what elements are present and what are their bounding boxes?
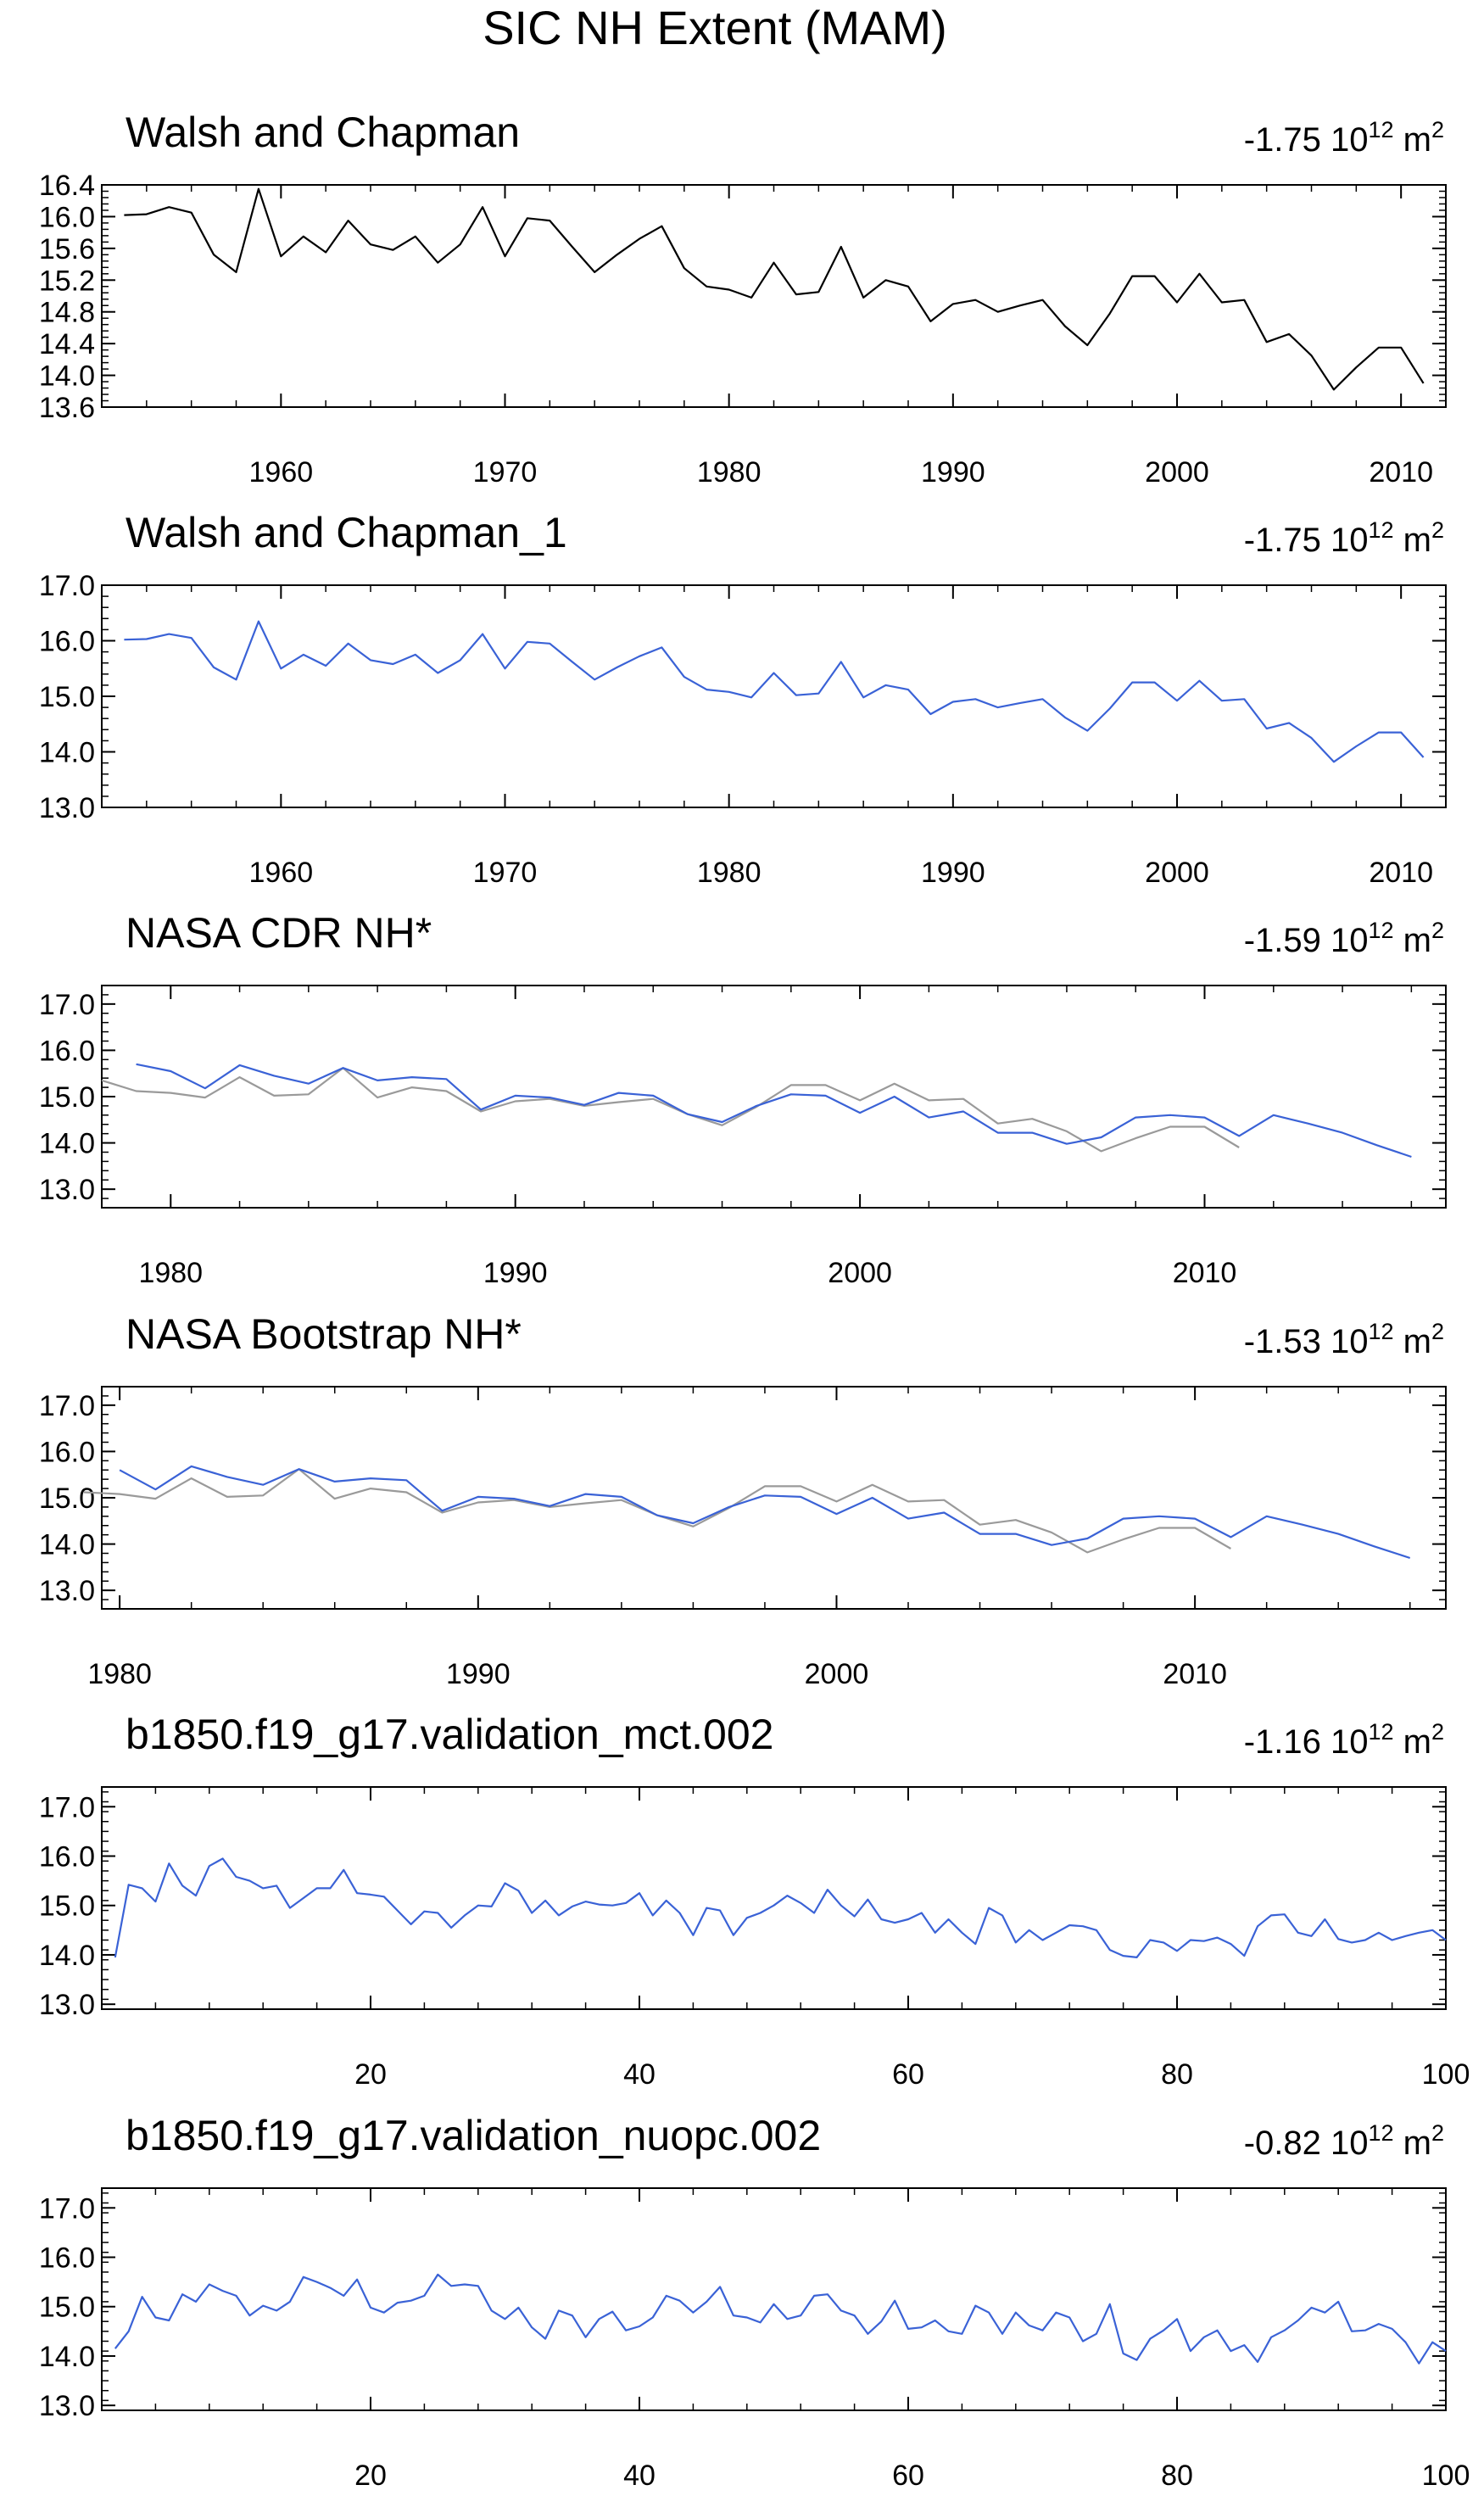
y-tick-label: 16.0 [39,201,95,233]
x-tick-label: 100 [1422,2058,1470,2091]
y-tick-label: 16.0 [39,1035,95,1067]
x-tick-label: 2010 [1369,857,1433,889]
series-line-2 [119,1465,1411,1560]
panel-title: NASA CDR NH* [126,909,432,957]
x-tick-label: 1980 [138,1257,203,1289]
y-tick-label: 13.0 [39,1174,95,1206]
x-tick-label: 2010 [1369,456,1433,489]
series-line-1 [101,1067,1240,1153]
panel-title: Walsh and Chapman [126,109,520,156]
y-tick-label: 17.0 [39,1390,95,1422]
x-tick-label: 1980 [697,456,762,489]
y-tick-label: 14.0 [39,360,95,393]
x-tick-label: 1960 [249,857,314,889]
panel-trend: -1.75 1012 m2 [1244,517,1444,559]
y-tick-label: 15.2 [39,265,95,297]
y-tick-label: 13.0 [39,1989,95,2021]
y-tick-label: 13.6 [39,392,95,424]
y-tick-label: 17.0 [39,989,95,1021]
panel-5: b1850.f19_g17.validation_mct.002 -1.16 10… [39,1711,1470,2091]
x-tick-label: 100 [1422,2460,1470,2492]
y-tick-label: 17.0 [39,1791,95,1823]
y-tick-label: 14.0 [39,1128,95,1160]
x-tick-label: 60 [892,2058,924,2091]
x-tick-label: 40 [623,2460,656,2492]
x-tick-label: 1980 [697,857,762,889]
x-tick-label: 80 [1161,2460,1193,2492]
y-tick-label: 15.0 [39,2292,95,2324]
panel-title: NASA Bootstrap NH* [126,1310,522,1358]
x-tick-label: 1960 [249,456,314,489]
x-tick-label: 2000 [1145,456,1209,489]
panel-3: NASA CDR NH* -1.59 1012 m2 13.0 14.0 15.0 16.… [39,909,1447,1289]
y-tick-label: 13.0 [39,1575,95,1607]
y-tick-label: 15.0 [39,1890,95,1923]
panel-trend: -1.59 1012 m2 [1244,918,1444,959]
x-tick-label: 80 [1161,2058,1193,2091]
panel-4: NASA Bootstrap NH* -1.53 1012 m2 13.0 14.0 1… [39,1310,1447,1690]
x-tick-label: 1990 [921,456,985,489]
series-line-1 [124,620,1425,763]
x-tick-label: 40 [623,2058,656,2091]
series-line-1 [114,1857,1447,1958]
y-tick-label: 14.4 [39,328,95,360]
series-line-2 [136,1063,1412,1159]
panel-trend: -0.82 1012 m2 [1244,2120,1444,2162]
x-tick-label: 2000 [1145,857,1209,889]
y-tick-label: 15.0 [39,1081,95,1114]
x-tick-label: 60 [892,2460,924,2492]
x-tick-label: 1970 [473,456,538,489]
x-tick-label: 1990 [921,857,985,889]
figure-title: SIC NH Extent (MAM) [483,1,947,54]
x-tick-label: 1980 [87,1658,152,1690]
y-tick-label: 16.0 [39,1436,95,1468]
y-tick-label: 14.0 [39,2341,95,2373]
panel-6: b1850.f19_g17.validation_nuopc.002 -0.82 … [39,2112,1470,2492]
y-tick-label: 15.0 [39,681,95,713]
y-tick-label: 16.4 [39,170,95,202]
x-tick-label: 20 [354,2058,387,2091]
y-tick-label: 16.0 [39,626,95,658]
series-line-1 [114,2273,1447,2365]
y-tick-label: 14.0 [39,1529,95,1561]
panel-trend: -1.75 1012 m2 [1244,117,1444,159]
panel-trend: -1.53 1012 m2 [1244,1319,1444,1360]
x-tick-label: 1970 [473,857,538,889]
x-tick-label: 1990 [483,1257,548,1289]
y-tick-label: 14.8 [39,297,95,329]
y-tick-label: 16.0 [39,2242,95,2275]
plot-frame [101,1786,1447,2010]
panel-2: Walsh and Chapman_1 -1.75 1012 m2 13.0 14.0… [39,509,1447,889]
y-tick-label: 13.0 [39,792,95,824]
panel-title: b1850.f19_g17.validation_mct.002 [126,1711,773,1758]
y-tick-label: 14.0 [39,1940,95,1972]
y-tick-label: 17.0 [39,2192,95,2225]
y-tick-label: 15.6 [39,233,95,265]
x-tick-label: 2000 [828,1257,892,1289]
x-tick-label: 1990 [446,1658,510,1690]
x-tick-label: 2000 [805,1658,869,1690]
panel-title: Walsh and Chapman_1 [126,509,567,556]
x-tick-label: 2010 [1173,1257,1237,1289]
series-line-1 [124,187,1425,391]
y-tick-label: 17.0 [39,570,95,602]
plot-frame [101,2187,1447,2411]
y-tick-label: 13.0 [39,2390,95,2422]
x-tick-label: 20 [354,2460,387,2492]
panels-group: Walsh and Chapman -1.75 1012 m213.614.014… [39,109,1470,2492]
panel-1: Walsh and Chapman -1.75 1012 m213.614.014… [39,109,1447,489]
x-tick-label: 2010 [1163,1658,1227,1690]
panel-trend: -1.16 1012 m2 [1244,1719,1444,1761]
y-tick-label: 15.0 [39,1483,95,1515]
panel-title: b1850.f19_g17.validation_nuopc.002 [126,2112,821,2159]
y-tick-label: 14.0 [39,737,95,769]
y-tick-label: 16.0 [39,1841,95,1873]
